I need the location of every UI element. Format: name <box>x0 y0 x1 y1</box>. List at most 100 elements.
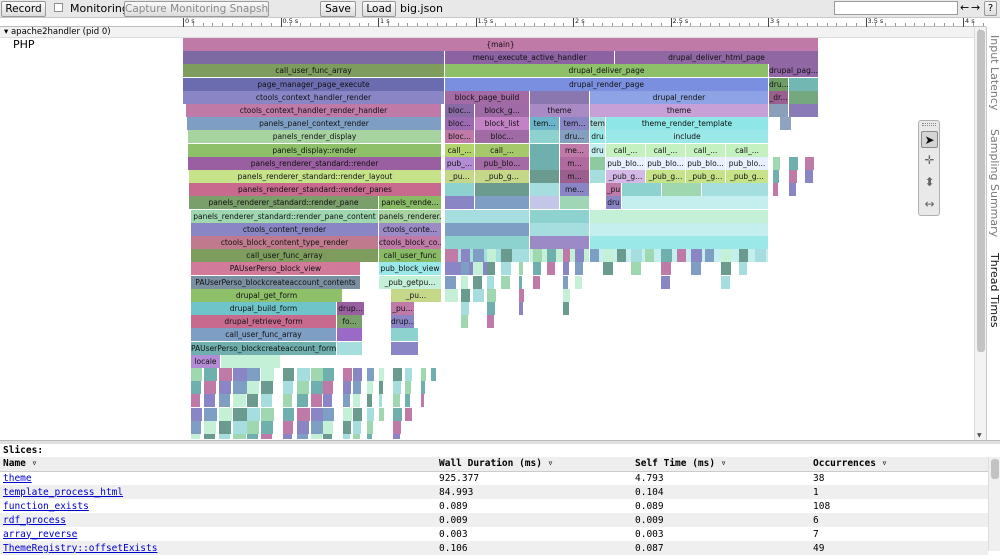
flame-slice[interactable]: tem... <box>530 117 559 131</box>
flame-slice[interactable]: pub_blo... <box>686 156 725 170</box>
slice-name-link[interactable]: template_process_html <box>3 486 124 498</box>
flame-slice[interactable] <box>297 434 308 439</box>
scroll-down-icon[interactable]: ▼ <box>977 432 982 439</box>
flame-slice[interactable]: page_manager_page_execute <box>183 77 444 91</box>
flame-slice[interactable] <box>780 117 791 131</box>
flame-slice[interactable] <box>311 381 323 395</box>
flame-slice[interactable]: drupal_pag... <box>769 64 818 78</box>
flame-slice[interactable] <box>617 249 626 263</box>
flame-slice[interactable] <box>755 249 766 263</box>
flame-slice[interactable]: drupal_get_form <box>191 288 342 302</box>
flame-slice[interactable] <box>219 434 230 439</box>
collapse-triangle-icon[interactable]: ▾ <box>4 27 11 37</box>
flame-slice[interactable] <box>461 302 469 315</box>
flame-slice[interactable] <box>533 249 542 263</box>
zoom-tool-button[interactable]: ⬍ <box>921 174 938 191</box>
record-button[interactable]: Record <box>1 1 46 17</box>
column-header-wall-duration[interactable]: Wall Duration (ms) ▿ <box>436 457 632 472</box>
flame-slice[interactable] <box>560 196 589 210</box>
flame-slice[interactable] <box>705 249 714 263</box>
flame-slice[interactable]: theme <box>590 104 768 117</box>
timing-tool-button[interactable]: ↔ <box>921 196 938 213</box>
flame-slice[interactable] <box>261 381 273 395</box>
tab-thread-times[interactable]: Thread Times <box>988 253 1000 328</box>
flame-slice[interactable]: call_... <box>726 143 768 157</box>
flame-slice[interactable] <box>590 170 605 183</box>
flame-slice[interactable]: {main} <box>183 38 818 51</box>
flame-slice[interactable] <box>789 90 818 104</box>
flame-slice[interactable] <box>789 77 818 91</box>
table-row[interactable]: theme 925.377 4.793 38 <box>0 471 988 485</box>
flame-slice[interactable]: pub_blo... <box>606 156 645 170</box>
flame-slice[interactable] <box>547 262 555 276</box>
flame-slice[interactable] <box>261 394 272 408</box>
flame-slice[interactable] <box>445 196 474 210</box>
flame-slice[interactable] <box>367 381 373 395</box>
flame-slice[interactable] <box>343 420 351 434</box>
flame-slice[interactable] <box>343 394 350 408</box>
flame-slice[interactable] <box>297 381 309 395</box>
flame-slice[interactable] <box>721 262 731 276</box>
flame-slice[interactable] <box>519 249 524 263</box>
flame-slice[interactable] <box>247 420 259 434</box>
flame-slice[interactable]: call_user_func_array <box>183 64 444 78</box>
flame-slice[interactable]: m... <box>560 170 589 183</box>
flame-slice[interactable] <box>233 381 247 395</box>
flame-slice[interactable]: drupal_retrieve_form <box>191 315 336 329</box>
flame-slice[interactable] <box>343 407 352 421</box>
flame-slice[interactable] <box>473 262 483 276</box>
flame-slice[interactable]: pub_block_view <box>379 262 441 276</box>
flame-slice[interactable] <box>247 368 260 381</box>
flame-slice[interactable] <box>461 262 469 276</box>
flame-slice[interactable] <box>311 420 323 434</box>
flame-slice[interactable] <box>367 407 374 421</box>
flame-slice[interactable] <box>393 368 402 381</box>
flame-slice[interactable] <box>789 183 796 197</box>
flame-slice[interactable] <box>563 302 569 315</box>
flame-slice[interactable] <box>530 236 589 249</box>
flame-slice[interactable] <box>221 354 280 368</box>
flame-slice[interactable] <box>530 196 559 210</box>
flame-slice[interactable] <box>393 394 400 408</box>
flame-slice[interactable] <box>461 275 468 289</box>
flame-slice[interactable]: bloc... <box>475 130 529 144</box>
flame-slice[interactable] <box>461 315 468 329</box>
load-button[interactable]: Load <box>362 1 396 17</box>
flame-slice[interactable] <box>461 249 470 263</box>
flame-slice[interactable] <box>590 209 768 223</box>
flame-slice[interactable] <box>445 209 529 223</box>
flame-slice[interactable] <box>283 368 294 381</box>
table-row[interactable]: array_reverse 0.003 0.003 7 <box>0 527 988 541</box>
flame-slice[interactable]: tem... <box>560 117 589 131</box>
flame-slice[interactable] <box>575 249 584 263</box>
flame-slice[interactable]: bloc... <box>445 130 474 144</box>
drag-handle-icon[interactable] <box>922 123 936 126</box>
flame-slice[interactable]: ctools_content_render <box>191 222 378 236</box>
flame-slice[interactable] <box>379 381 383 395</box>
flame-slice[interactable] <box>393 407 402 421</box>
flame-slice[interactable]: panels_render_display <box>188 130 441 144</box>
flame-slice[interactable] <box>233 407 248 421</box>
scrollbar-thumb[interactable] <box>977 30 985 352</box>
slice-name-link[interactable]: function_exists <box>3 500 89 512</box>
flame-slice[interactable] <box>575 262 583 276</box>
flame-slice[interactable]: pub_blo... <box>646 156 685 170</box>
flame-slice[interactable] <box>631 249 642 263</box>
flame-slice[interactable]: _pu... <box>391 288 441 302</box>
flame-slice[interactable]: panels_renderer... <box>379 209 441 223</box>
flame-slice[interactable] <box>311 394 322 408</box>
search-input[interactable] <box>834 1 958 15</box>
flame-slice[interactable] <box>323 434 332 439</box>
flame-slice[interactable] <box>204 420 216 434</box>
flame-slice[interactable]: theme <box>530 104 589 117</box>
flame-slice[interactable]: dru <box>606 196 621 210</box>
flame-slice[interactable] <box>421 368 426 381</box>
flame-slice[interactable] <box>191 434 200 439</box>
flame-slice[interactable] <box>631 262 641 276</box>
flame-slice[interactable]: PAUserPerso_block_view <box>191 262 360 276</box>
monitoring-checkbox[interactable] <box>54 3 63 12</box>
flame-slice[interactable] <box>191 394 200 408</box>
flame-slice[interactable]: panels_renderer_standard::render_panes <box>189 183 441 197</box>
flame-slice[interactable] <box>563 249 570 263</box>
flame-slice[interactable] <box>789 156 798 170</box>
